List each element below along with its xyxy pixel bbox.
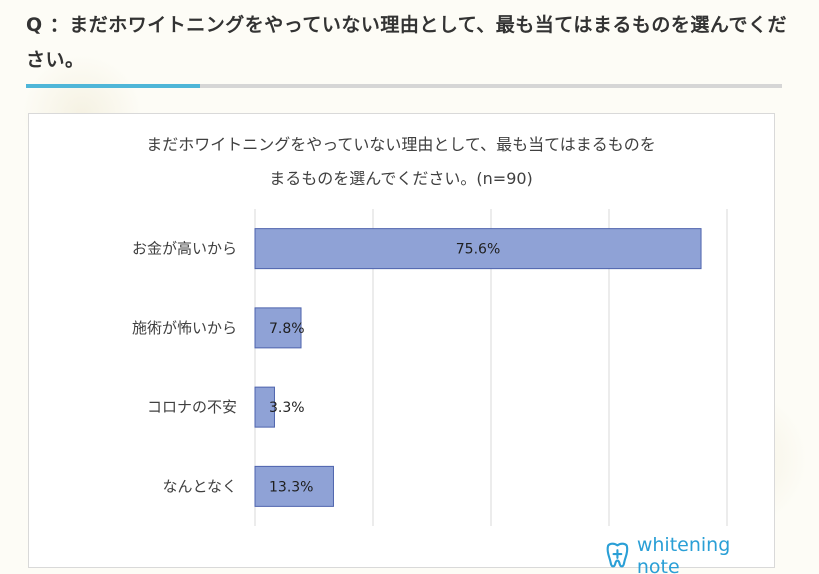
- value-label: 13.3%: [269, 479, 313, 495]
- value-label: 7.8%: [269, 321, 305, 337]
- bar: [254, 386, 275, 428]
- tooth-plus-icon: [606, 542, 629, 568]
- bar: [254, 228, 702, 270]
- value-label: 75.6%: [456, 242, 500, 258]
- category-label: お金が高いから: [132, 240, 237, 258]
- category-label: コロナの不安: [147, 398, 237, 416]
- category-label: 施術が怖いから: [132, 319, 237, 337]
- whitening-note-logo: whitening note: [602, 534, 774, 574]
- bars: [254, 228, 702, 507]
- bar: [254, 307, 302, 349]
- chart-panel: まだホワイトニングをやっていない理由として、最も当てはまるものを まるものを選ん…: [28, 113, 775, 574]
- logo-text: whitening note: [636, 534, 731, 574]
- category-label: なんとなく: [162, 477, 237, 495]
- chart-title-line-2: まるものを選んでください。(n=90): [269, 169, 533, 188]
- value-labels: 75.6% 7.8% 3.3% 13.3%: [269, 242, 500, 496]
- chart-title-line-1: まだホワイトニングをやっていない理由として、最も当てはまるものを: [146, 135, 656, 154]
- value-label: 3.3%: [269, 400, 305, 416]
- bar-chart: まだホワイトニングをやっていない理由として、最も当てはまるものを まるものを選ん…: [132, 135, 728, 526]
- heading-underline-accent: [26, 84, 200, 88]
- heading-underline: [26, 84, 782, 88]
- bar: [254, 465, 334, 507]
- question-heading: Q ：まだホワイトニングをやっていない理由として、最も当てはまるものを選んでくだ…: [26, 14, 787, 71]
